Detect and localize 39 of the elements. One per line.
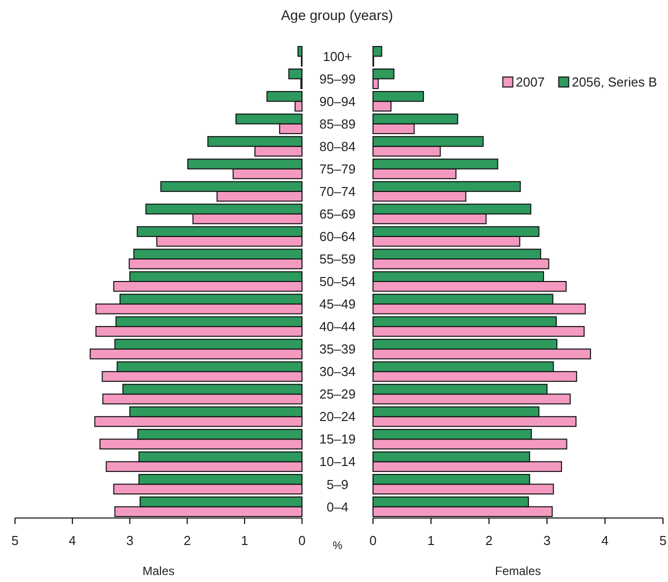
y-tick-label: 5–9 [326, 476, 348, 492]
x-axis-title: Females [494, 564, 542, 578]
text: Age group (years) [280, 7, 394, 23]
legend-label: 2007 [516, 74, 545, 90]
x-tick-label: 4 [601, 533, 609, 548]
y-tick-label: 100+ [322, 48, 352, 64]
y-tick-label: 50–54 [319, 274, 356, 290]
y-tick-label: 70–74 [319, 184, 356, 199]
y-tick-label: 80–84 [319, 138, 356, 154]
x-tick-label: 4 [68, 533, 76, 548]
x-tick-label: 0 [369, 533, 377, 548]
x-tick-label: 5 [11, 533, 19, 548]
y-tick-label: 60–64 [319, 229, 356, 244]
y-tick-label: 55–59 [319, 252, 356, 267]
x-tick-label: 1 [240, 533, 248, 548]
x-tick-label: 5 [659, 533, 667, 548]
x-tick-label: 2 [184, 533, 191, 548]
y-tick-label: 90–94 [319, 94, 356, 109]
x-tick-label: 1 [427, 533, 435, 548]
x-tick-label: 0 [298, 533, 306, 548]
y-tick-label: 75–79 [319, 161, 356, 176]
y-tick-label: 20–24 [319, 409, 356, 424]
y-tick-label: 15–19 [319, 432, 356, 447]
y-tick-label: 35–39 [319, 342, 356, 357]
x-tick-label: 3 [543, 533, 551, 548]
y-tick-label: 10–14 [319, 454, 356, 470]
y-tick-label: 95–99 [319, 71, 356, 86]
y-tick-label: 45–49 [319, 296, 356, 312]
x-axis-title: Males [142, 564, 175, 578]
y-tick-label: 65–69 [319, 206, 356, 222]
legend-label: 2056, Series B [572, 74, 657, 90]
text: % [332, 540, 343, 552]
y-tick-label: 40–44 [319, 319, 356, 334]
y-tick-label: 85–89 [319, 116, 356, 132]
y-tick-label: 30–34 [319, 364, 356, 380]
y-tick-label: 25–29 [319, 386, 356, 402]
x-tick-label: 3 [126, 533, 134, 548]
y-tick-label: 0–4 [326, 499, 348, 514]
x-tick-label: 2 [485, 533, 493, 548]
